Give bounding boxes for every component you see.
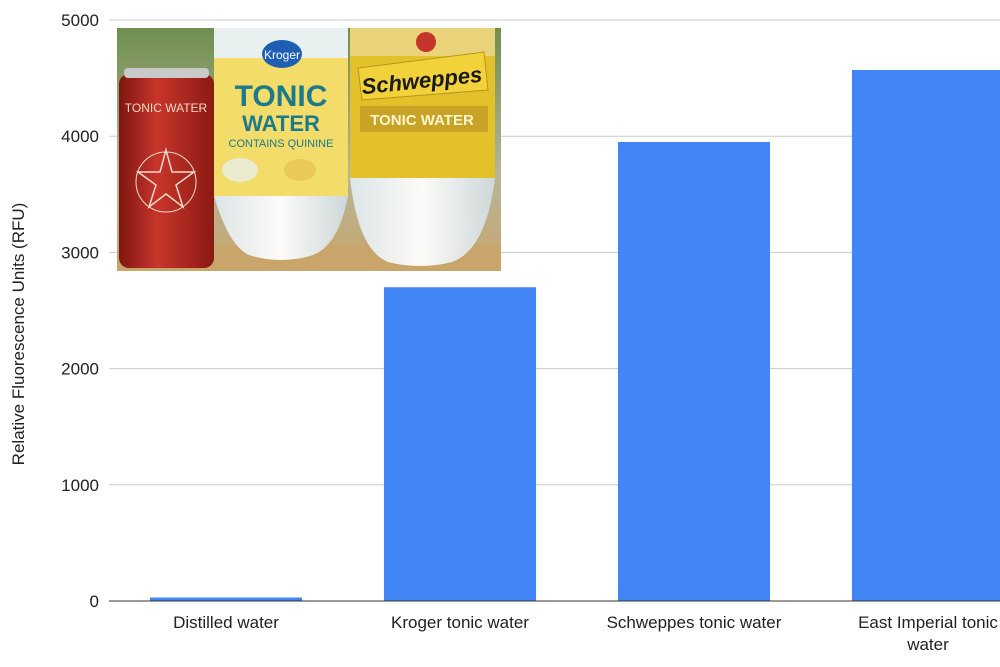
schweppes-bottle: Schweppes TONIC WATER	[350, 28, 495, 266]
schweppes-badge-icon	[416, 32, 436, 52]
x-category-label: East Imperial tonic	[858, 613, 998, 632]
y-tick-label: 1000	[61, 476, 99, 495]
kroger-logo: Kroger	[264, 48, 300, 62]
y-tick-label: 4000	[61, 127, 99, 146]
can-label: TONIC WATER	[125, 101, 208, 115]
kroger-tonic-text: TONIC	[235, 80, 328, 113]
y-tick-label: 5000	[61, 11, 99, 30]
bar	[617, 142, 771, 601]
bar	[383, 287, 537, 601]
y-axis-title: Relative Fluorescence Units (RFU)	[9, 203, 28, 466]
y-tick-label: 2000	[61, 360, 99, 379]
kroger-bottle: Kroger TONIC WATER CONTAINS QUININE	[214, 28, 348, 260]
can-star-emblem	[135, 147, 197, 210]
bar	[851, 69, 1000, 601]
tonic-water-photo: TONIC WATER Kroger TONIC WATER CONTAINS …	[117, 28, 501, 271]
bars	[149, 69, 1000, 601]
y-tick-label: 0	[90, 592, 99, 611]
kroger-logo-badge	[262, 40, 302, 68]
x-category-label: Kroger tonic water	[391, 613, 529, 632]
x-category-label: Schweppes tonic water	[607, 613, 782, 632]
bar	[149, 597, 303, 601]
x-category-label: water	[906, 635, 949, 654]
y-tick-label: 3000	[61, 243, 99, 262]
x-category-label: Distilled water	[173, 613, 279, 632]
x-category-labels: Distilled water Kroger tonic water Schwepp…	[173, 613, 998, 654]
y-tick-labels: 0 1000 2000 3000 4000 5000	[61, 11, 99, 611]
kroger-quinine-text: CONTAINS QUININE	[229, 138, 334, 150]
tonic-can: TONIC WATER	[119, 68, 214, 268]
kroger-water-text: WATER	[242, 111, 320, 136]
schweppes-tonic-text: TONIC WATER	[370, 112, 474, 129]
